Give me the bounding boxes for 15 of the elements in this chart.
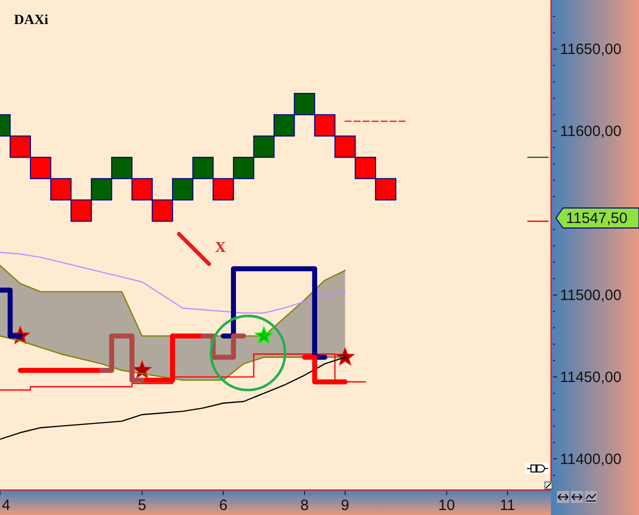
x-tick-label: 10 bbox=[438, 497, 455, 514]
y-tick-label: 11500,00 bbox=[560, 286, 622, 304]
x-tick-label: 6 bbox=[219, 497, 228, 514]
x-tick-label: 5 bbox=[138, 497, 146, 514]
y-tick-label: 11650,00 bbox=[560, 41, 622, 58]
annotation: X bbox=[215, 240, 226, 256]
text: 11547,50 bbox=[566, 210, 628, 227]
x-tick-label: 8 bbox=[300, 497, 309, 514]
x-tick-label: 4 bbox=[2, 497, 10, 514]
y-tick-label: 11450,00 bbox=[560, 368, 622, 386]
x-tick-label: 9 bbox=[340, 497, 350, 514]
y-tick-label: 11600,00 bbox=[560, 123, 622, 140]
x-tick-label: 11 bbox=[500, 497, 516, 514]
y-tick-label: 11400,00 bbox=[560, 450, 622, 468]
text: DAXi bbox=[14, 13, 48, 28]
